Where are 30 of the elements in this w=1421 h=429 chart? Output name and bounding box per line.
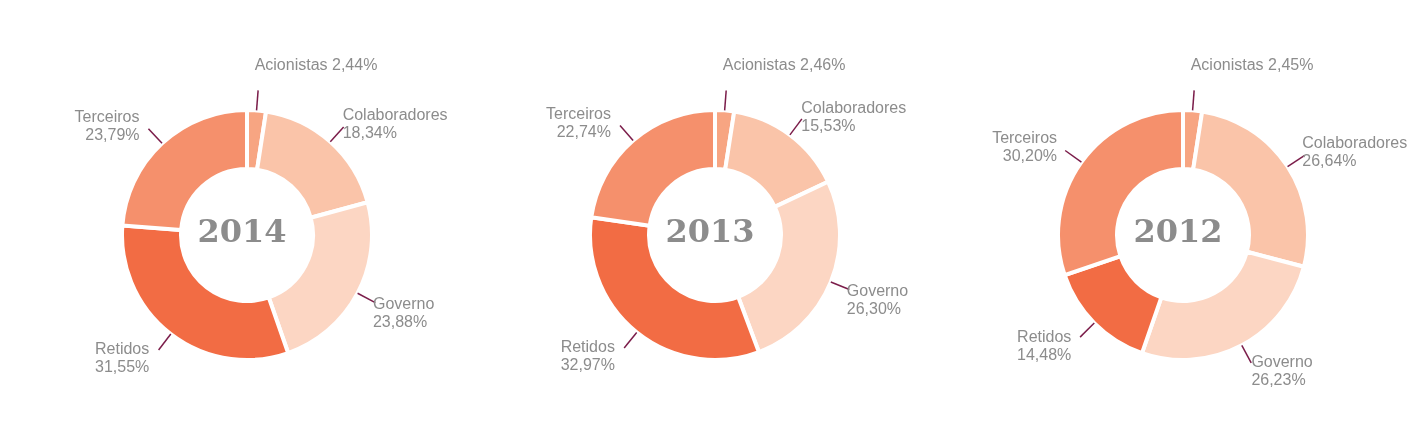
slice-label: Terceiros	[74, 108, 140, 126]
data-label: 26,23%	[1251, 370, 1306, 388]
data-label: 32,97%	[560, 356, 615, 374]
slice-label: Retidos	[95, 340, 150, 358]
slice-label: Acionistas 2,44%	[254, 56, 378, 74]
data-label: 23,88%	[372, 312, 428, 330]
data-label: 23,79%	[85, 126, 140, 144]
slice-label: Acionistas 2,45%	[1190, 56, 1314, 74]
text: 2014	[197, 212, 287, 250]
data-label: 18,34%	[342, 124, 397, 142]
data-label: 26,30%	[846, 300, 902, 318]
slice-label: Governo	[372, 294, 435, 312]
data-label: 31,55%	[94, 358, 150, 376]
data-label: 30,20%	[1002, 147, 1058, 165]
slice-label: Colaboradores	[801, 98, 907, 116]
slice-label: Terceiros	[546, 104, 611, 122]
data-label: 22,74%	[556, 122, 611, 140]
slice-label: Colaboradores	[1302, 133, 1408, 151]
slice-label: Governo	[1251, 352, 1313, 370]
slice-label: Acionistas 2,46%	[722, 56, 846, 74]
data-label: 26,64%	[1302, 151, 1357, 169]
slice-label: Retidos	[1017, 327, 1072, 345]
data-label: 14,48%	[1017, 345, 1072, 363]
slice-label: Governo	[846, 282, 909, 300]
slice-label: Terceiros	[992, 129, 1058, 147]
slice-label: Colaboradores	[342, 106, 448, 124]
data-label: 15,53%	[801, 116, 856, 134]
text: 2013	[665, 212, 755, 250]
slice-label: Retidos	[560, 338, 615, 356]
text: 2012	[1133, 212, 1223, 250]
